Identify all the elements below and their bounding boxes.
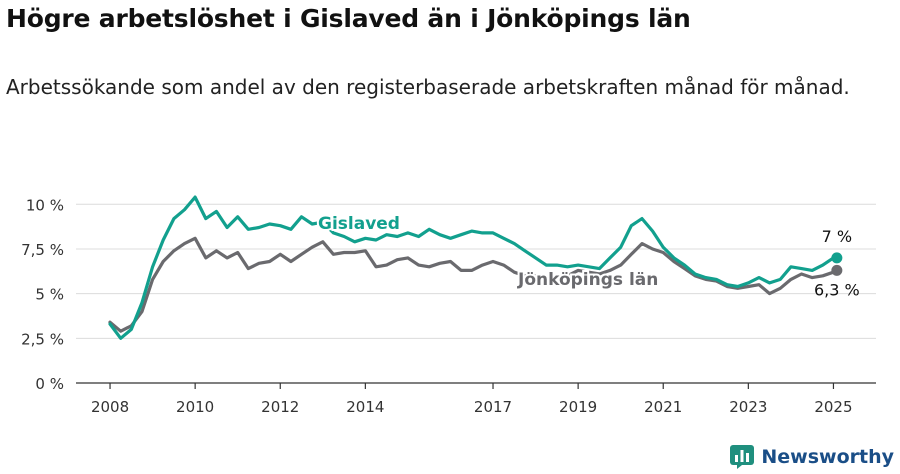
jonkoping-lan-series-label: Jönköpings län [517, 270, 658, 290]
chart-subtitle: Arbetssökande som andel av den registerb… [6, 75, 850, 99]
x-tick-label: 2014 [346, 398, 384, 416]
y-tick-label: 7,5 % [21, 241, 64, 259]
newsworthy-logo: Newsworthy [729, 444, 894, 470]
y-tick-label: 10 % [26, 196, 64, 214]
gislaved-series-line [108, 195, 839, 340]
x-tick-label: 2021 [644, 398, 682, 416]
x-tick-label: 2017 [474, 398, 512, 416]
x-tick-label: 2012 [261, 398, 299, 416]
newsworthy-logo-text: Newsworthy [761, 446, 894, 468]
y-tick-label: 5 % [35, 286, 64, 304]
chart-title: Högre arbetslöshet i Gislaved än i Jönkö… [6, 4, 691, 33]
jonkoping-lan-end-point [831, 264, 843, 276]
newsworthy-logo-icon [730, 445, 755, 469]
gislaved-end-point [831, 252, 843, 264]
gislaved-series-label: Gislaved [318, 214, 400, 234]
x-tick-label: 2023 [729, 398, 767, 416]
x-tick-label: 2019 [559, 398, 597, 416]
gislaved-end-label: 7 % [822, 227, 852, 246]
x-tick-label: 2010 [176, 398, 214, 416]
x-tick-label: 2008 [91, 398, 129, 416]
y-tick-label: 0 % [35, 375, 64, 393]
y-tick-label: 2,5 % [21, 330, 64, 348]
x-tick-label: 2025 [814, 398, 852, 416]
jonkoping-lan-end-label: 6,3 % [814, 280, 860, 299]
